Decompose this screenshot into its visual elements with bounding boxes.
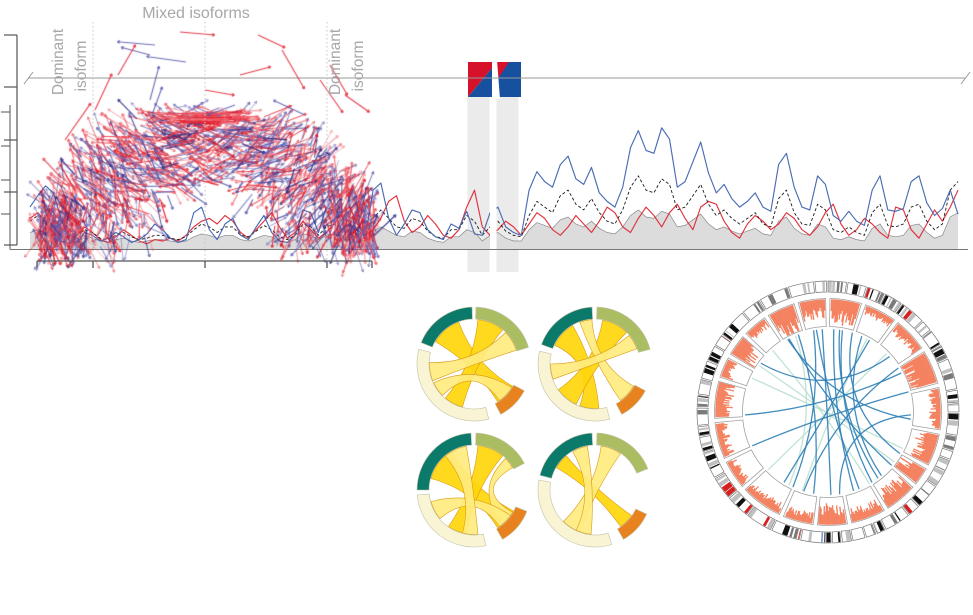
region-marker-squares (468, 60, 521, 99)
circos-links (745, 329, 911, 495)
circos-ideogram (696, 280, 960, 544)
arrow-plot-axes (4, 34, 373, 268)
dominant-right-word1: Dominant (327, 28, 344, 95)
dominant-left-word1: Dominant (50, 28, 67, 95)
arrow-plot-axes-panel: Mixed isoforms Dominant isoform Dominant… (4, 5, 373, 268)
isoform-arrow-field (0, 0, 400, 300)
dominant-right-word2: isoform (350, 41, 367, 92)
dotted-guides (92, 22, 328, 261)
chord-diagrams (416, 306, 651, 548)
dominant-left-word2: isoform (73, 41, 90, 92)
chord-diagram-grid (416, 306, 651, 548)
circos-plot-panel (696, 280, 960, 544)
circos-histogram (714, 298, 942, 526)
region-break-gap (490, 96, 497, 273)
mixed-isoforms-label: Mixed isoforms (142, 5, 250, 22)
